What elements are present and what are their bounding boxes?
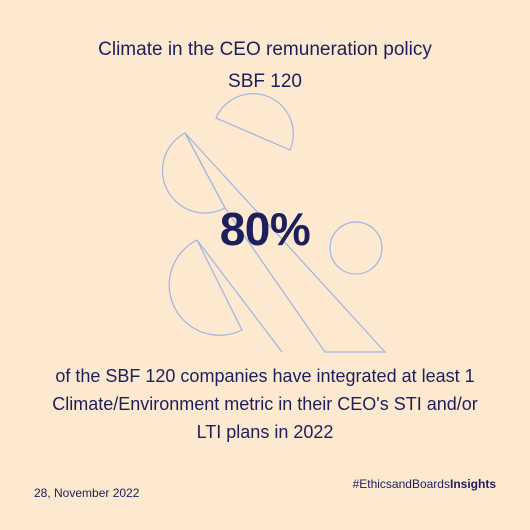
title-line-1: Climate in the CEO remuneration policy xyxy=(98,39,432,60)
description-line-3: LTI plans in 2022 xyxy=(196,422,334,442)
small-circle-shape xyxy=(329,221,383,275)
hashtag-suffix: Insights xyxy=(449,477,496,491)
description-line-1: of the SBF 120 companies have integrated… xyxy=(55,366,475,386)
bottom-band-line xyxy=(196,239,283,353)
top-left-half-disc-shape xyxy=(161,132,226,214)
title-line-2: SBF 120 xyxy=(228,71,302,92)
diagonal-band-shape xyxy=(184,132,387,353)
description: of the SBF 120 companies have integrated… xyxy=(20,362,510,446)
top-right-half-disc-shape xyxy=(215,93,294,151)
bottom-left-half-disc-shape xyxy=(168,239,243,336)
date-label: 28, November 2022 xyxy=(34,486,140,500)
description-line-2: Climate/Environment metric in their CEO'… xyxy=(52,394,478,414)
hashtag-prefix: #EthicsandBoards xyxy=(352,477,450,491)
hashtag-label: #EthicsandBoardsInsights xyxy=(353,476,496,492)
stat-value: 80% xyxy=(219,203,311,255)
title: Climate in the CEO remuneration policy S… xyxy=(0,34,530,98)
